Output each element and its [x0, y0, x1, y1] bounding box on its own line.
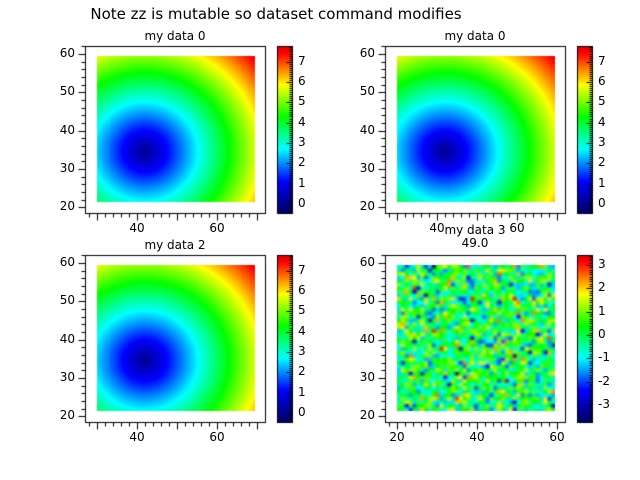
x-tick-label: 40 — [469, 430, 485, 444]
y-tick-label: 30 — [359, 370, 375, 384]
colorbar-tick-label: 5 — [598, 94, 606, 108]
colorbar-tick-label: 3 — [298, 344, 306, 358]
colorbar-tick-label: 7 — [298, 54, 306, 68]
y-tick-label: 60 — [59, 46, 75, 60]
x-tick-label: 60 — [549, 430, 565, 444]
y-tick-label: 60 — [359, 255, 375, 269]
colorbar-tick-label: 4 — [598, 115, 606, 129]
y-tick-label: 60 — [59, 255, 75, 269]
colorbar-tick-label: 5 — [298, 94, 306, 108]
colorbar-tick-label: 4 — [298, 324, 306, 338]
x-tick-label: 40 — [129, 430, 145, 444]
y-tick-label: 60 — [359, 46, 375, 60]
y-tick-label: 20 — [59, 199, 75, 213]
colorbar-tick-label: 4 — [298, 115, 306, 129]
x-tick-label: 40 — [129, 221, 145, 235]
plot-title-bottom-right: my data 3 — [444, 223, 506, 237]
colorbar-tick-label: 1 — [598, 176, 606, 190]
y-tick-label: 20 — [59, 408, 75, 422]
colorbar-tick-label: 6 — [298, 74, 306, 88]
y-tick-label: 20 — [359, 199, 375, 213]
figure-title: Note zz is mutable so dataset command mo… — [90, 5, 462, 23]
colorbar-tick-label: 0 — [598, 327, 606, 341]
colorbar-tick-label: 6 — [598, 74, 606, 88]
colorbar-tick-label: 2 — [298, 155, 306, 169]
colorbar-tick-label: 7 — [598, 54, 606, 68]
colorbar-tick-label: 7 — [298, 263, 306, 277]
colorbar-tick-label: 3 — [598, 135, 606, 149]
colorbar-tick-label: 6 — [298, 283, 306, 297]
y-tick-label: 30 — [59, 370, 75, 384]
y-tick-label: 30 — [59, 161, 75, 175]
x-tick-label: 60 — [209, 430, 225, 444]
y-tick-label: 50 — [359, 293, 375, 307]
x-tick-label: 40 — [429, 221, 445, 235]
y-tick-label: 50 — [359, 84, 375, 98]
colorbar-tick-label: -1 — [598, 350, 610, 364]
y-tick-label: 40 — [359, 123, 375, 137]
plot-title-top-left: my data 0 — [144, 29, 206, 43]
plot-title-top-right: my data 0 — [444, 29, 506, 43]
y-tick-label: 40 — [359, 332, 375, 346]
colorbar-tick-label: 2 — [298, 364, 306, 378]
y-tick-label: 20 — [359, 408, 375, 422]
plot-title-bottom-left: my data 2 — [144, 238, 206, 252]
colorbar-tick-label: -3 — [598, 397, 610, 411]
colorbar-tick-label: 0 — [298, 196, 306, 210]
colorbar-tick-label: 5 — [298, 303, 306, 317]
colorbar-tick-label: 3 — [598, 257, 606, 271]
colorbar-tick-label: -2 — [598, 374, 610, 388]
x-tick-label: 20 — [389, 430, 405, 444]
x-tick-label: 60 — [209, 221, 225, 235]
y-tick-label: 50 — [59, 84, 75, 98]
colorbar-tick-label: 1 — [298, 176, 306, 190]
colorbar-tick-label: 1 — [298, 385, 306, 399]
colorbar-tick-label: 2 — [598, 155, 606, 169]
colorbar-tick-label: 3 — [298, 135, 306, 149]
x-tick-label: 60 — [509, 221, 525, 235]
y-tick-label: 30 — [359, 161, 375, 175]
colorbar-tick-label: 2 — [598, 280, 606, 294]
colorbar-tick-label: 1 — [598, 304, 606, 318]
colorbar-tick-label: 0 — [598, 196, 606, 210]
y-tick-label: 40 — [59, 332, 75, 346]
y-tick-label: 40 — [59, 123, 75, 137]
colorbar-tick-label: 0 — [298, 405, 306, 419]
y-tick-label: 50 — [59, 293, 75, 307]
plot-subtitle-bottom-right: 49.0 — [461, 236, 489, 250]
